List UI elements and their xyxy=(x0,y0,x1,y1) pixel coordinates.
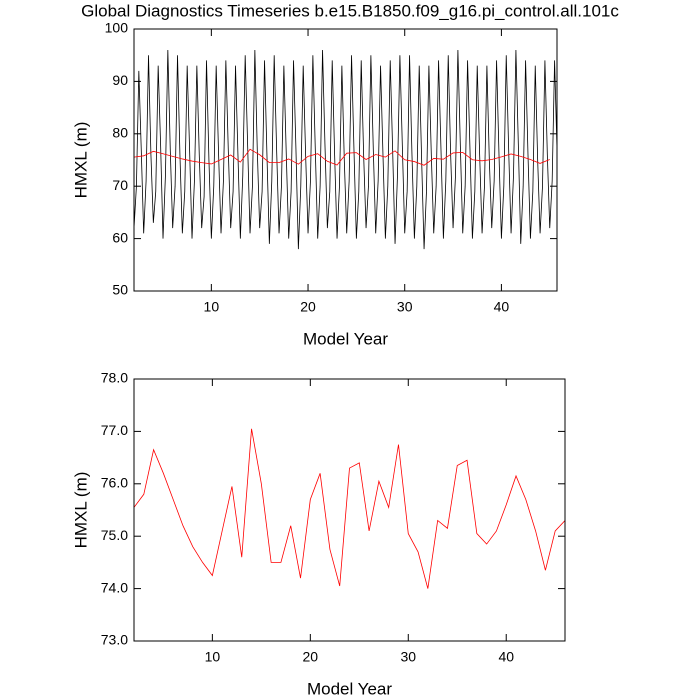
x-tick-label: 30 xyxy=(400,649,416,665)
x-tick-label: 30 xyxy=(397,299,413,315)
data-line xyxy=(134,49,557,250)
y-tick-label: 80 xyxy=(112,125,128,141)
y-tick-label: 90 xyxy=(112,72,128,88)
x-tick-label: 20 xyxy=(303,649,319,665)
y-tick-label: 74.0 xyxy=(101,579,128,595)
y-tick-label: 50 xyxy=(112,282,128,298)
data-line xyxy=(134,148,550,166)
y-tick-label: 73.0 xyxy=(101,632,128,648)
y-tick-label: 70 xyxy=(112,177,128,193)
plot-frame xyxy=(133,378,566,642)
x-tick-label: 10 xyxy=(204,299,220,315)
x-axis-label: Model Year xyxy=(303,329,388,348)
y-tick-label: 75.0 xyxy=(101,527,128,543)
y-axis-label: HMXL (m) xyxy=(71,122,90,199)
y-tick-label: 76.0 xyxy=(101,475,128,491)
data-line xyxy=(134,428,565,589)
y-tick-label: 78.0 xyxy=(101,370,128,386)
plot-frame xyxy=(133,28,558,292)
y-axis-label: HMXL (m) xyxy=(71,472,90,549)
x-tick-label: 40 xyxy=(498,649,514,665)
x-tick-label: 20 xyxy=(300,299,316,315)
y-tick-label: 77.0 xyxy=(101,422,128,438)
x-tick-label: 10 xyxy=(205,649,221,665)
chart-title: Global Diagnostics Timeseries b.e15.B185… xyxy=(81,1,619,20)
chart-panel: Global Diagnostics Timeseries b.e15.B185… xyxy=(71,1,619,348)
x-axis-label: Model Year xyxy=(307,679,392,698)
chart-panel: 73.0 74.0 75.0 76.0 77.0 78.0 10 20 30 40 Model Ye… xyxy=(71,370,566,698)
x-tick-label: 40 xyxy=(494,299,510,315)
y-tick-label: 60 xyxy=(112,229,128,245)
y-tick-label: 100 xyxy=(105,20,129,36)
